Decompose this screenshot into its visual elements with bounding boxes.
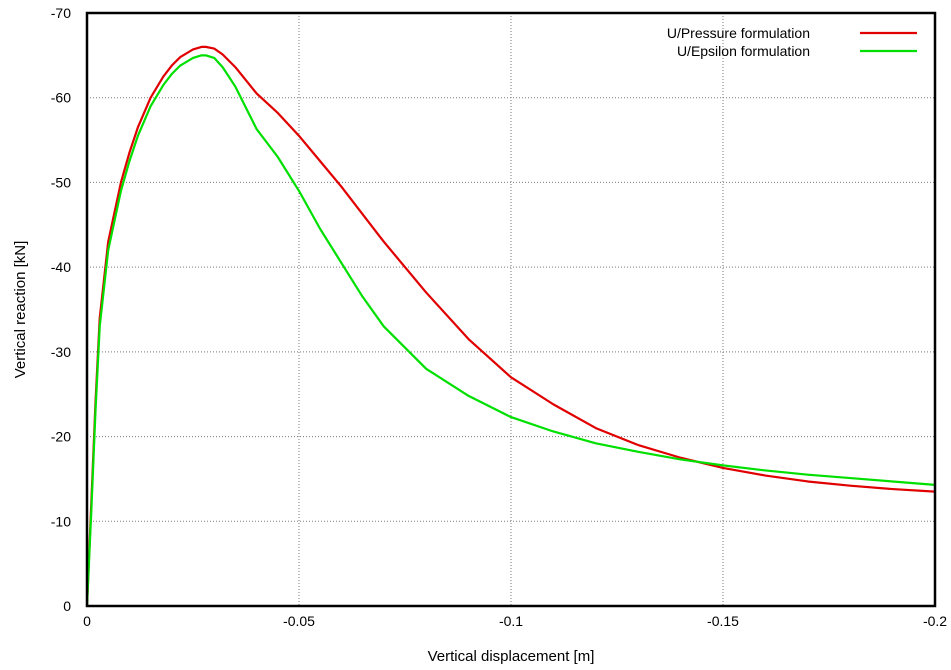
- series-line-1: [85, 45, 937, 608]
- legend-label-2: U/Epsilon formulation: [677, 43, 810, 59]
- y-tick-labels: 0 -10 -20 -30 -40 -50 -60 -70: [51, 5, 71, 614]
- y-tick-label: -30: [51, 344, 71, 360]
- x-tick-label: -0.15: [707, 613, 739, 629]
- plot-area: [85, 45, 937, 608]
- y-tick-label: -60: [51, 90, 71, 106]
- x-tick-label: -0.2: [923, 613, 947, 629]
- y-tick-label: -40: [51, 259, 71, 275]
- x-axis-title: Vertical displacement [m]: [428, 648, 595, 665]
- plot-frame: [85, 11, 937, 608]
- y-tick-label: -70: [51, 5, 71, 21]
- y-tick-label: -50: [51, 174, 71, 190]
- y-tick-label: -20: [51, 429, 71, 445]
- legend: U/Pressure formulation U/Epsilon formulat…: [667, 25, 917, 59]
- x-tick-label: -0.05: [283, 613, 315, 629]
- y-tick-label: 0: [63, 598, 71, 614]
- series-line-2: [85, 54, 937, 608]
- grid-lines: [87, 13, 935, 606]
- x-tick-label: -0.1: [499, 613, 523, 629]
- y-tick-label: -10: [51, 513, 71, 529]
- x-tick-label: 0: [83, 613, 91, 629]
- legend-label-1: U/Pressure formulation: [667, 25, 810, 41]
- y-axis-title: Vertical reaction [kN]: [12, 241, 29, 379]
- x-tick-labels: 0 -0.05 -0.1 -0.15 -0.2: [83, 613, 947, 629]
